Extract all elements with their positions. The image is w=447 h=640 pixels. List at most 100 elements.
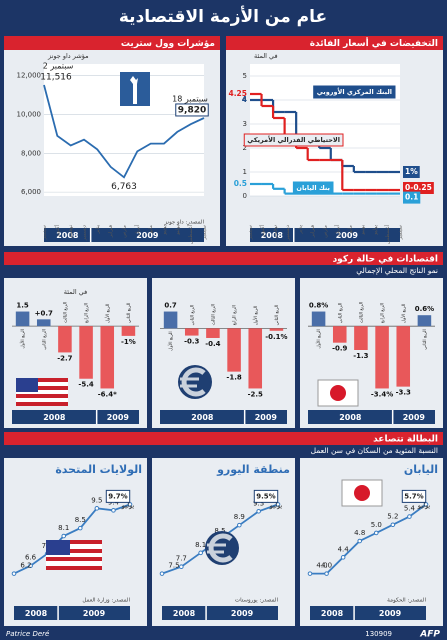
chart-title: التخفيضات في أسعار الفائدة [310, 37, 438, 49]
value-label-box [175, 103, 209, 117]
x-tick-label: مارس [323, 225, 329, 238]
euro-icon [205, 531, 239, 565]
value-label: 5.7% [404, 492, 423, 500]
x-tick-label: الربع الثاني [338, 303, 343, 324]
title-bar [4, 36, 220, 50]
year-label: 2009 [255, 413, 278, 422]
x-tick-label: أبريل [334, 224, 341, 235]
x-tick-label: أبريل [134, 224, 141, 235]
source: المصدر: الحكومة [387, 597, 426, 604]
year-band [310, 606, 426, 620]
y-tick-label: 12,000 [17, 72, 42, 80]
value-label: 7.7 [176, 555, 187, 563]
section-bar [4, 252, 443, 265]
last-date: يوليو [269, 501, 283, 509]
y-tick-label: 5 [243, 72, 247, 80]
bar [396, 326, 411, 387]
bar [354, 326, 368, 350]
value-label-box [401, 489, 427, 503]
x-tick-label: الربع الأول [19, 329, 26, 348]
value-label: 6.6 [25, 554, 37, 562]
x-tick-label: يناير [298, 224, 304, 234]
y-axis-label: في المئة [64, 288, 88, 296]
value-label: 4.8 [354, 529, 365, 537]
bar [100, 326, 115, 389]
value-label: 8.9 [234, 513, 245, 521]
x-tick-label: يونيو [360, 224, 366, 235]
chart-title: اليابان [404, 463, 438, 476]
point [307, 571, 313, 576]
point [11, 571, 17, 576]
year-label: 2009 [136, 231, 159, 240]
legend-label: بنك اليابان [296, 184, 330, 192]
point [340, 555, 346, 560]
x-tick-label: الربع الرابع [233, 305, 238, 325]
x-tick-label: الربع الثالث [63, 302, 68, 323]
bar [206, 328, 220, 338]
value-label: 0.8% [309, 302, 328, 310]
x-tick-label: نوفمبر [273, 225, 279, 240]
x-tick-label: الربع الثاني [275, 305, 280, 326]
bar [227, 328, 241, 372]
y-tick-label: 6,000 [21, 188, 41, 196]
last-date: يوليو [121, 501, 135, 509]
legend-box [243, 133, 344, 147]
value-label: +0.7 [35, 309, 53, 317]
x-tick-label: مايو [348, 225, 354, 234]
value-label: -1% [121, 338, 136, 346]
bar [332, 326, 347, 343]
point [407, 514, 412, 519]
year-label: 2008 [56, 231, 79, 240]
value-label: -5.4 [78, 381, 93, 389]
x-tick-label: ديسمبر [285, 225, 291, 241]
section-title: البطالة تتصاعد [373, 435, 438, 445]
x-tick-label: الربع الأول [252, 306, 259, 325]
year-band [14, 606, 130, 620]
value-label-box [403, 182, 434, 194]
x-tick-label: مارس [122, 225, 128, 238]
value-label-box [403, 166, 420, 178]
last-date: يوليو [417, 501, 431, 509]
value-label: -0.1% [265, 333, 287, 341]
x-tick-label: الربع الثاني [190, 305, 195, 326]
value-label: -2.7 [57, 354, 72, 362]
value-label: 4.0 [316, 562, 327, 570]
bar [184, 328, 199, 336]
section-bar [4, 432, 443, 445]
point-date: 18 سبتمبر [172, 94, 208, 103]
chart-title: منطقة اليورو [216, 463, 290, 476]
agency: AFP [419, 630, 440, 640]
credit: Patrice Deré [6, 630, 50, 638]
y-tick-label: 10,000 [17, 110, 42, 118]
chart-title: الولايات المتحدة [55, 463, 142, 476]
x-tick-label: ديسمبر [82, 225, 88, 241]
bar [311, 311, 326, 327]
value-label: -0.9 [332, 345, 347, 353]
value-label: 0.5 [234, 179, 247, 188]
value-label: -3.4% [371, 390, 393, 398]
japan-flag [317, 379, 359, 407]
x-tick-label: يوليو [373, 224, 379, 235]
value-label: 9.5 [91, 496, 102, 504]
x-tick-label: الربع الأول [315, 329, 322, 348]
value-label: 4.0 [321, 562, 332, 570]
point [94, 506, 100, 511]
point [390, 522, 396, 528]
x-tick-label: الربع الثالث [211, 304, 216, 325]
x-tick-label: سبتمبر [202, 225, 208, 240]
value-label: 4.4 [338, 545, 350, 553]
value-label: 6,763 [111, 182, 137, 192]
bar [58, 326, 72, 353]
value-label: -0.4 [205, 340, 220, 348]
us-flag [46, 540, 102, 570]
legend-box [292, 181, 334, 195]
year-band [308, 410, 435, 424]
x-tick-label: الربع الثاني [127, 303, 132, 324]
value-label: 8.1 [58, 524, 69, 532]
value-label: 9.5% [256, 492, 275, 500]
value-label: 6.2 [20, 562, 31, 570]
year-label: 2008 [261, 231, 284, 240]
statue-icon [120, 72, 150, 106]
plots: مؤشر داو جونز المصدر: داو جونز مؤشرات وول … [11, 37, 438, 604]
